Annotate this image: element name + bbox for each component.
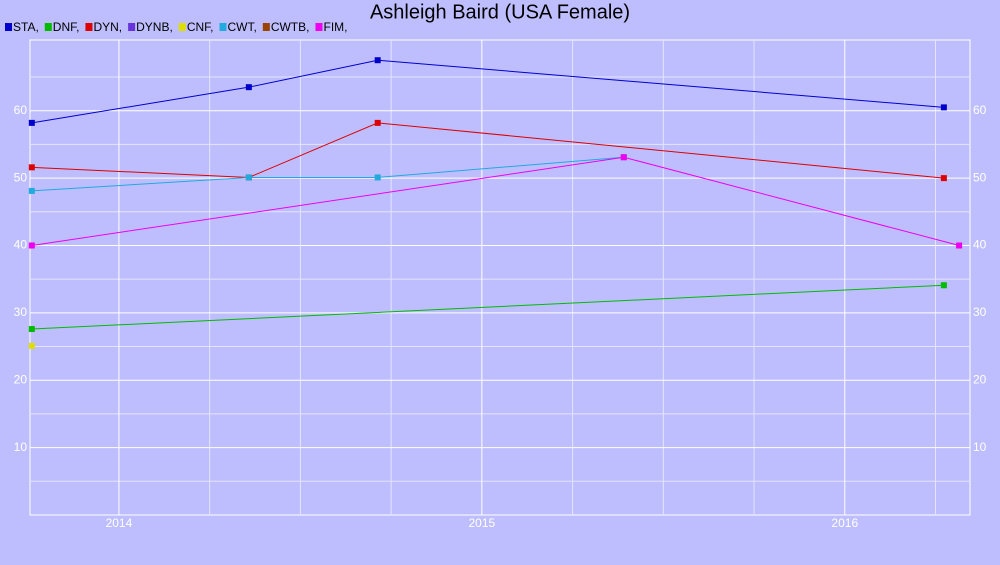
legend-swatch — [128, 23, 136, 31]
data-point — [245, 84, 252, 91]
legend-label: FIM, — [323, 20, 347, 34]
legend-label: DYN, — [93, 20, 122, 34]
y-tick-label-right: 60 — [973, 103, 987, 117]
data-point — [28, 242, 35, 249]
data-point — [28, 164, 35, 171]
data-point — [374, 119, 381, 126]
legend-label: CWT, — [227, 20, 256, 34]
y-tick-label: 50 — [14, 170, 28, 184]
legend-swatch — [85, 23, 93, 31]
y-tick-label: 10 — [14, 440, 28, 454]
legend-swatch — [44, 23, 52, 31]
data-point — [28, 326, 35, 333]
legend-label: DNF, — [53, 20, 80, 34]
y-tick-label: 30 — [14, 305, 28, 319]
series-line — [31, 156, 624, 192]
y-tick-label-right: 10 — [973, 440, 987, 454]
data-point — [956, 242, 963, 249]
x-tick-label: 2016 — [831, 516, 858, 530]
data-point — [940, 282, 947, 289]
legend-swatch — [219, 23, 227, 31]
plot-area — [29, 39, 971, 516]
y-tick-label: 40 — [14, 238, 28, 252]
data-point — [940, 175, 947, 182]
data-point — [245, 174, 252, 181]
legend-swatch — [262, 23, 270, 31]
legend-label: CNF, — [187, 20, 214, 34]
legend-swatch — [178, 23, 186, 31]
y-tick-label-right: 40 — [973, 238, 987, 252]
series-line — [31, 122, 944, 179]
data-point — [28, 187, 35, 194]
legend-swatch — [5, 23, 12, 31]
y-tick-label: 20 — [14, 372, 28, 386]
series-line — [31, 59, 944, 124]
x-tick-label: 2014 — [106, 516, 133, 530]
data-point — [374, 57, 381, 64]
data-point — [374, 174, 381, 181]
x-tick-label: 2015 — [469, 516, 496, 530]
data-point — [28, 342, 35, 349]
chart-title: Ashleigh Baird (USA Female) — [370, 1, 630, 23]
series-line — [31, 284, 944, 330]
data-point — [620, 154, 627, 161]
legend-label: STA, — [13, 20, 39, 34]
y-tick-label-right: 30 — [973, 305, 987, 319]
y-tick-label: 60 — [14, 103, 28, 117]
legend-label: DYNB, — [136, 20, 173, 34]
data-point — [940, 104, 947, 111]
legend-label: CWTB, — [271, 20, 310, 34]
data-point — [28, 119, 35, 126]
y-tick-label-right: 20 — [973, 372, 987, 386]
legend-swatch — [315, 23, 323, 31]
y-tick-label-right: 50 — [973, 170, 987, 184]
